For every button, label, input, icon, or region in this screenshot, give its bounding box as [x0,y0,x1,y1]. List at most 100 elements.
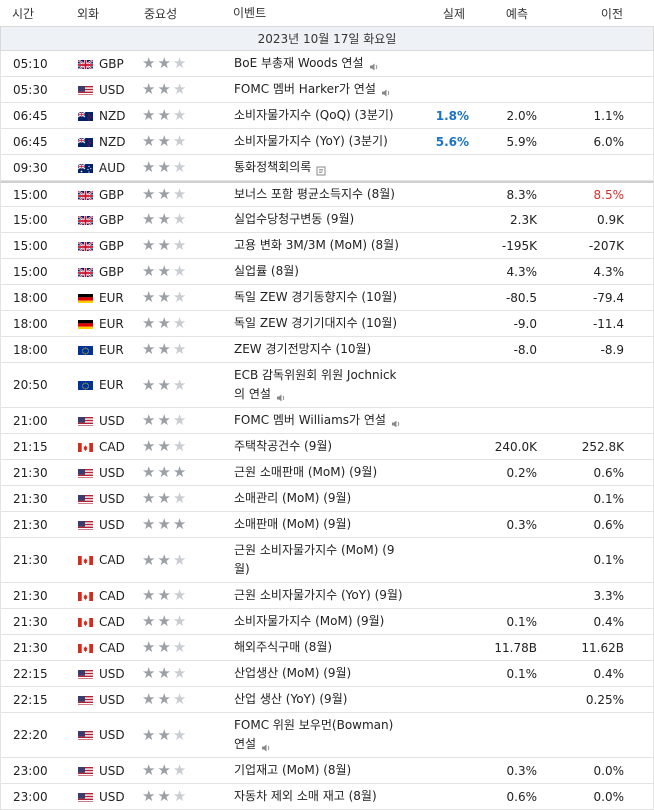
table-row[interactable]: 15:00 GBP ★ ★ ★ 고용 변화 3M/3M (MoM) (8월) -195K -2… [0,233,654,259]
event-name[interactable]: 보너스 포함 평균소득지수 (8월) [232,185,404,204]
event-name[interactable]: 고용 변화 3M/3M (MoM) (8월) [232,236,404,255]
event-label[interactable]: 고용 변화 3M/3M (MoM) (8월) [234,238,399,252]
event-label[interactable]: 소비자물가지수 (QoQ) (3분기) [234,108,394,122]
event-name[interactable]: 독일 ZEW 경기기대지수 (10월) [232,314,404,333]
table-row[interactable]: 21:00 USD ★ ★ ★ FOMC 멤버 Williams가 연설 [0,408,654,434]
header-importance[interactable]: 중요성 [144,6,178,21]
table-row[interactable]: 22:20 USD ★ ★ ★ FOMC 위원 보우먼(Bowman) 연설 [0,713,654,758]
star-icon: ★ [157,185,171,203]
event-label[interactable]: 독일 ZEW 경기동향지수 (10월) [234,290,398,304]
event-label[interactable]: ECB 감독위원회 위원 Jochnick 의 연설 [234,368,397,401]
event-label[interactable]: 소비자물가지수 (YoY) (3분기) [234,134,388,148]
event-time: 21:15 [13,439,48,454]
table-row[interactable]: 06:45 NZD ★ ★ ★ 소비자물가지수 (YoY) (3분기) 5.6% 5.9% 6.… [0,129,654,155]
event-name[interactable]: 소매판매 (MoM) (9월) [232,515,404,534]
table-row[interactable]: 21:30 CAD ★ ★ ★ 해외주식구매 (8월) 11.78B 11.62B [0,635,654,661]
event-name[interactable]: FOMC 위원 보우먼(Bowman) 연설 [232,716,404,754]
table-row[interactable]: 21:30 CAD ★ ★ ★ 근원 소비자물가지수 (YoY) (9월) 3.3% [0,583,654,609]
event-label[interactable]: 기업재고 (MoM) (8월) [234,763,352,777]
calendar-header: 시간 외화 중요성 이벤트 실제 예측 이전 [0,0,654,27]
event-label[interactable]: 근원 소매판매 (MoM) (9월) [234,465,378,479]
currency-code: CAD [99,588,125,603]
currency-code: EUR [99,316,124,331]
event-label[interactable]: 실업수당청구변동 (9월) [234,212,355,226]
event-label[interactable]: 소매관리 (MoM) (9월) [234,491,352,505]
currency-code: CAD [99,553,125,567]
table-row[interactable]: 21:30 CAD ★ ★ ★ 소비자물가지수 (MoM) (9월) 0.1% 0.4% [0,609,654,635]
event-name[interactable]: FOMC 멤버 Harker가 연설 [232,80,404,99]
event-label[interactable]: 주택착공건수 (9월) [234,439,333,453]
event-name[interactable]: ZEW 경기전망지수 (10월) [232,340,404,359]
event-label[interactable]: 근원 소비자물가지수 (YoY) (9월) [234,588,403,602]
header-actual[interactable]: 실제 [442,6,465,21]
event-name[interactable]: 자동차 제외 소매 재고 (8월) [232,787,404,806]
event-label[interactable]: FOMC 멤버 Harker가 연설 [234,82,376,96]
event-name[interactable]: 산업 생산 (YoY) (9월) [232,690,404,709]
table-row[interactable]: 18:00 EUR ★ ★ ★ 독일 ZEW 경기동향지수 (10월) -80.5 -79.4 [0,285,654,311]
table-row[interactable]: 20:50 EUR ★ ★ ★ ECB 감독위원회 위원 Jochnick 의 연설 [0,363,654,408]
event-name[interactable]: 소매관리 (MoM) (9월) [232,489,404,508]
table-row[interactable]: 05:10 GBP ★ ★ ★ BoE 부총재 Woods 연설 [0,51,654,77]
event-label[interactable]: FOMC 위원 보우먼(Bowman) 연설 [234,718,394,751]
header-previous[interactable]: 이전 [600,6,623,21]
event-label[interactable]: 산업생산 (MoM) (9월) [234,666,352,680]
event-label[interactable]: 소비자물가지수 (MoM) (9월) [234,614,385,628]
table-row[interactable]: 21:30 USD ★ ★ ★ 소매판매 (MoM) (9월) 0.3% 0.6% [0,512,654,538]
event-label[interactable]: 근원 소비자물가지수 (MoM) (9월) [234,543,395,576]
event-label[interactable]: 산업 생산 (YoY) (9월) [234,692,348,706]
event-name[interactable]: 소비자물가지수 (MoM) (9월) [232,612,404,631]
event-name[interactable]: 통화정책회의록 [232,158,404,177]
event-label[interactable]: 통화정책회의록 [234,160,312,174]
table-row[interactable]: 21:30 CAD ★ ★ ★ 근원 소비자물가지수 (MoM) (9월) 0.1% [0,538,654,583]
event-label[interactable]: 자동차 제외 소매 재고 (8월) [234,789,377,803]
star-icon: ★ [157,132,171,150]
table-row[interactable]: 09:30 AUD ★ ★ ★ 통화정책회의록 [0,155,654,181]
event-name[interactable]: 독일 ZEW 경기동향지수 (10월) [232,288,404,307]
table-row[interactable]: 22:15 USD ★ ★ ★ 산업 생산 (YoY) (9월) 0.25% [0,687,654,713]
table-row[interactable]: 23:00 USD ★ ★ ★ 자동차 제외 소매 재고 (8월) 0.6% 0.0% [0,784,654,810]
event-name[interactable]: 주택착공건수 (9월) [232,437,404,456]
event-name[interactable]: 산업생산 (MoM) (9월) [232,664,404,683]
header-time[interactable]: 시간 [12,6,35,21]
event-name[interactable]: 소비자물가지수 (QoQ) (3분기) [232,106,404,125]
table-row[interactable]: 21:30 USD ★ ★ ★ 소매관리 (MoM) (9월) 0.1% [0,486,654,512]
event-label[interactable]: ZEW 경기전망지수 (10월) [234,342,372,356]
table-row[interactable]: 21:30 USD ★ ★ ★ 근원 소매판매 (MoM) (9월) 0.2% 0.6% [0,460,654,486]
event-name[interactable]: 근원 소비자물가지수 (MoM) (9월) [232,541,404,579]
table-row[interactable]: 06:45 NZD ★ ★ ★ 소비자물가지수 (QoQ) (3분기) 1.8% 2.0% 1.… [0,103,654,129]
event-name[interactable]: 소비자물가지수 (YoY) (3분기) [232,132,404,151]
table-row[interactable]: 05:30 USD ★ ★ ★ FOMC 멤버 Harker가 연설 [0,77,654,103]
event-name[interactable]: ECB 감독위원회 위원 Jochnick 의 연설 [232,366,404,404]
star-icon: ★ [142,210,156,228]
table-row[interactable]: 23:00 USD ★ ★ ★ 기업재고 (MoM) (8월) 0.3% 0.0% [0,758,654,784]
table-row[interactable]: 22:15 USD ★ ★ ★ 산업생산 (MoM) (9월) 0.1% 0.4% [0,661,654,687]
event-name[interactable]: BoE 부총재 Woods 연설 [232,54,404,73]
event-label[interactable]: 해외주식구매 (8월) [234,640,333,654]
event-label[interactable]: 독일 ZEW 경기기대지수 (10월) [234,316,398,330]
event-label[interactable]: FOMC 멤버 Williams가 연설 [234,413,386,427]
event-label[interactable]: 실업률 (8월) [234,264,299,278]
event-name[interactable]: 해외주식구매 (8월) [232,638,404,657]
event-name[interactable]: 실업수당청구변동 (9월) [232,210,404,229]
table-row[interactable]: 15:00 GBP ★ ★ ★ 실업수당청구변동 (9월) 2.3K 0.9K [0,207,654,233]
star-icon: ★ [142,236,156,254]
table-row[interactable]: 15:00 GBP ★ ★ ★ 실업률 (8월) 4.3% 4.3% [0,259,654,285]
event-name[interactable]: 기업재고 (MoM) (8월) [232,761,404,780]
event-name[interactable]: 근원 소매판매 (MoM) (9월) [232,463,404,482]
header-forecast[interactable]: 예측 [505,6,528,21]
star-icon: ★ [157,787,171,805]
event-name[interactable]: 근원 소비자물가지수 (YoY) (9월) [232,586,404,605]
event-label[interactable]: BoE 부총재 Woods 연설 [234,56,364,70]
header-currency[interactable]: 외화 [77,6,100,21]
ca-flag-icon [78,643,93,653]
event-name[interactable]: FOMC 멤버 Williams가 연설 [232,411,404,430]
header-event[interactable]: 이벤트 [233,5,267,20]
event-name[interactable]: 실업률 (8월) [232,262,404,281]
table-row[interactable]: 15:00 GBP ★ ★ ★ 보너스 포함 평균소득지수 (8월) 8.3% 8.5% [0,181,654,207]
table-row[interactable]: 18:00 EUR ★ ★ ★ ZEW 경기전망지수 (10월) -8.0 -8.9 [0,337,654,363]
table-row[interactable]: 18:00 EUR ★ ★ ★ 독일 ZEW 경기기대지수 (10월) -9.0 -11.4 [0,311,654,337]
event-label[interactable]: 소매판매 (MoM) (9월) [234,517,352,531]
table-row[interactable]: 21:15 CAD ★ ★ ★ 주택착공건수 (9월) 240.0K 252.8K [0,434,654,460]
star-icon: ★ [157,489,171,507]
event-label[interactable]: 보너스 포함 평균소득지수 (8월) [234,187,395,201]
